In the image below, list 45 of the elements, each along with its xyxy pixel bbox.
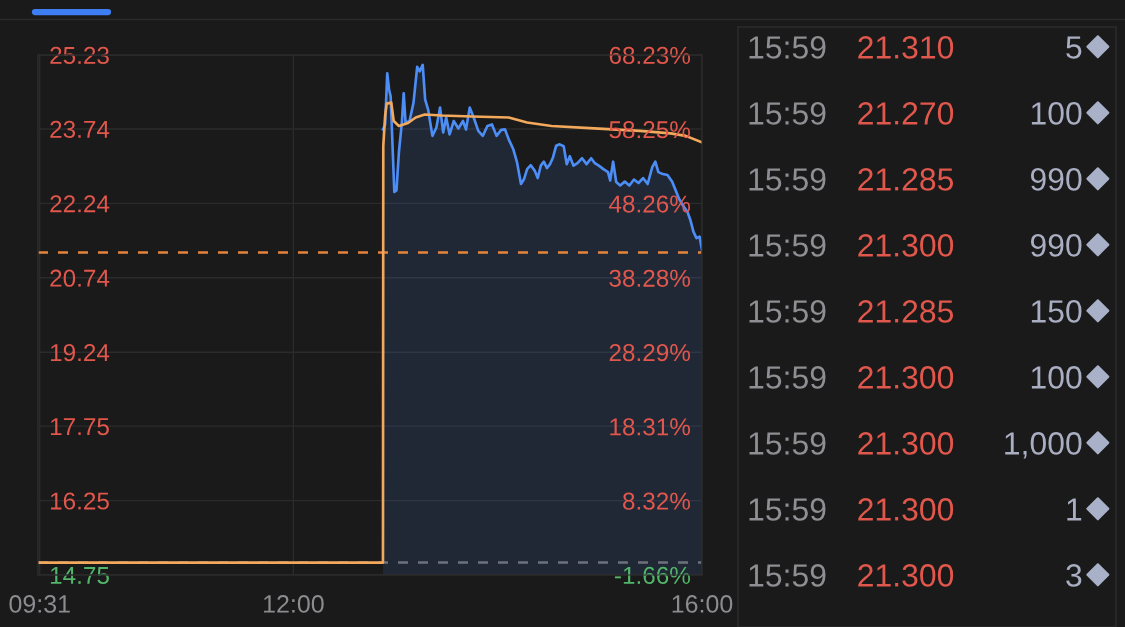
y-tick-label: 22.24 <box>50 195 110 213</box>
text: 21.310 <box>858 36 954 59</box>
y2-tick-label: 68.23% <box>609 46 691 65</box>
text: 15:59 <box>749 564 826 587</box>
text: 21.270 <box>858 102 954 125</box>
x-tick-label: 12:00 <box>264 595 324 613</box>
y-tick-label: 16.25 <box>50 492 109 510</box>
y2-tick-label: 18.31% <box>610 418 691 436</box>
text: 100 <box>1031 102 1082 125</box>
text: 15:59 <box>749 498 826 521</box>
text: 1 <box>1067 498 1082 521</box>
text: 15:59 <box>749 366 826 389</box>
text: 15:59 <box>749 168 826 191</box>
text: 100 <box>1031 366 1082 389</box>
text: 150 <box>1031 300 1082 323</box>
text: 21.300 <box>858 432 954 455</box>
text: 15:59 <box>749 36 826 59</box>
text: 15:59 <box>749 432 826 455</box>
y2-tick-label: 8.32% <box>623 492 691 510</box>
y-tick-label: 14.75 <box>50 567 109 585</box>
x-tick-label: 16:00 <box>672 595 733 613</box>
text: 21.300 <box>858 564 954 587</box>
text: 15:59 <box>749 234 826 257</box>
text: 1,000 <box>1005 432 1082 459</box>
x-tick-label: 09:31 <box>9 595 70 613</box>
text: 15:59 <box>749 300 826 323</box>
y2-tick-label: 28.29% <box>609 344 691 362</box>
text: 21.300 <box>858 366 954 389</box>
y2-tick-label: 38.28% <box>609 269 691 287</box>
text: 21.285 <box>858 168 954 191</box>
y-tick-label: 19.24 <box>50 344 110 362</box>
y-tick-label: 25.23 <box>50 46 109 65</box>
y-tick-label: 23.74 <box>50 120 110 138</box>
text: 3 <box>1066 564 1082 587</box>
text: 5 <box>1066 36 1082 59</box>
y2-tick-label: -1.66% <box>614 566 691 585</box>
text: 990 <box>1030 168 1082 191</box>
y-tick-label: 20.74 <box>50 269 110 287</box>
text: 21.300 <box>858 498 954 521</box>
text: 15:59 <box>749 102 826 125</box>
text: 21.285 <box>858 300 954 323</box>
text: 990 <box>1030 234 1082 257</box>
text: 21.300 <box>858 234 954 257</box>
y-tick-label: 17.75 <box>50 418 109 436</box>
line-series <box>38 101 702 564</box>
